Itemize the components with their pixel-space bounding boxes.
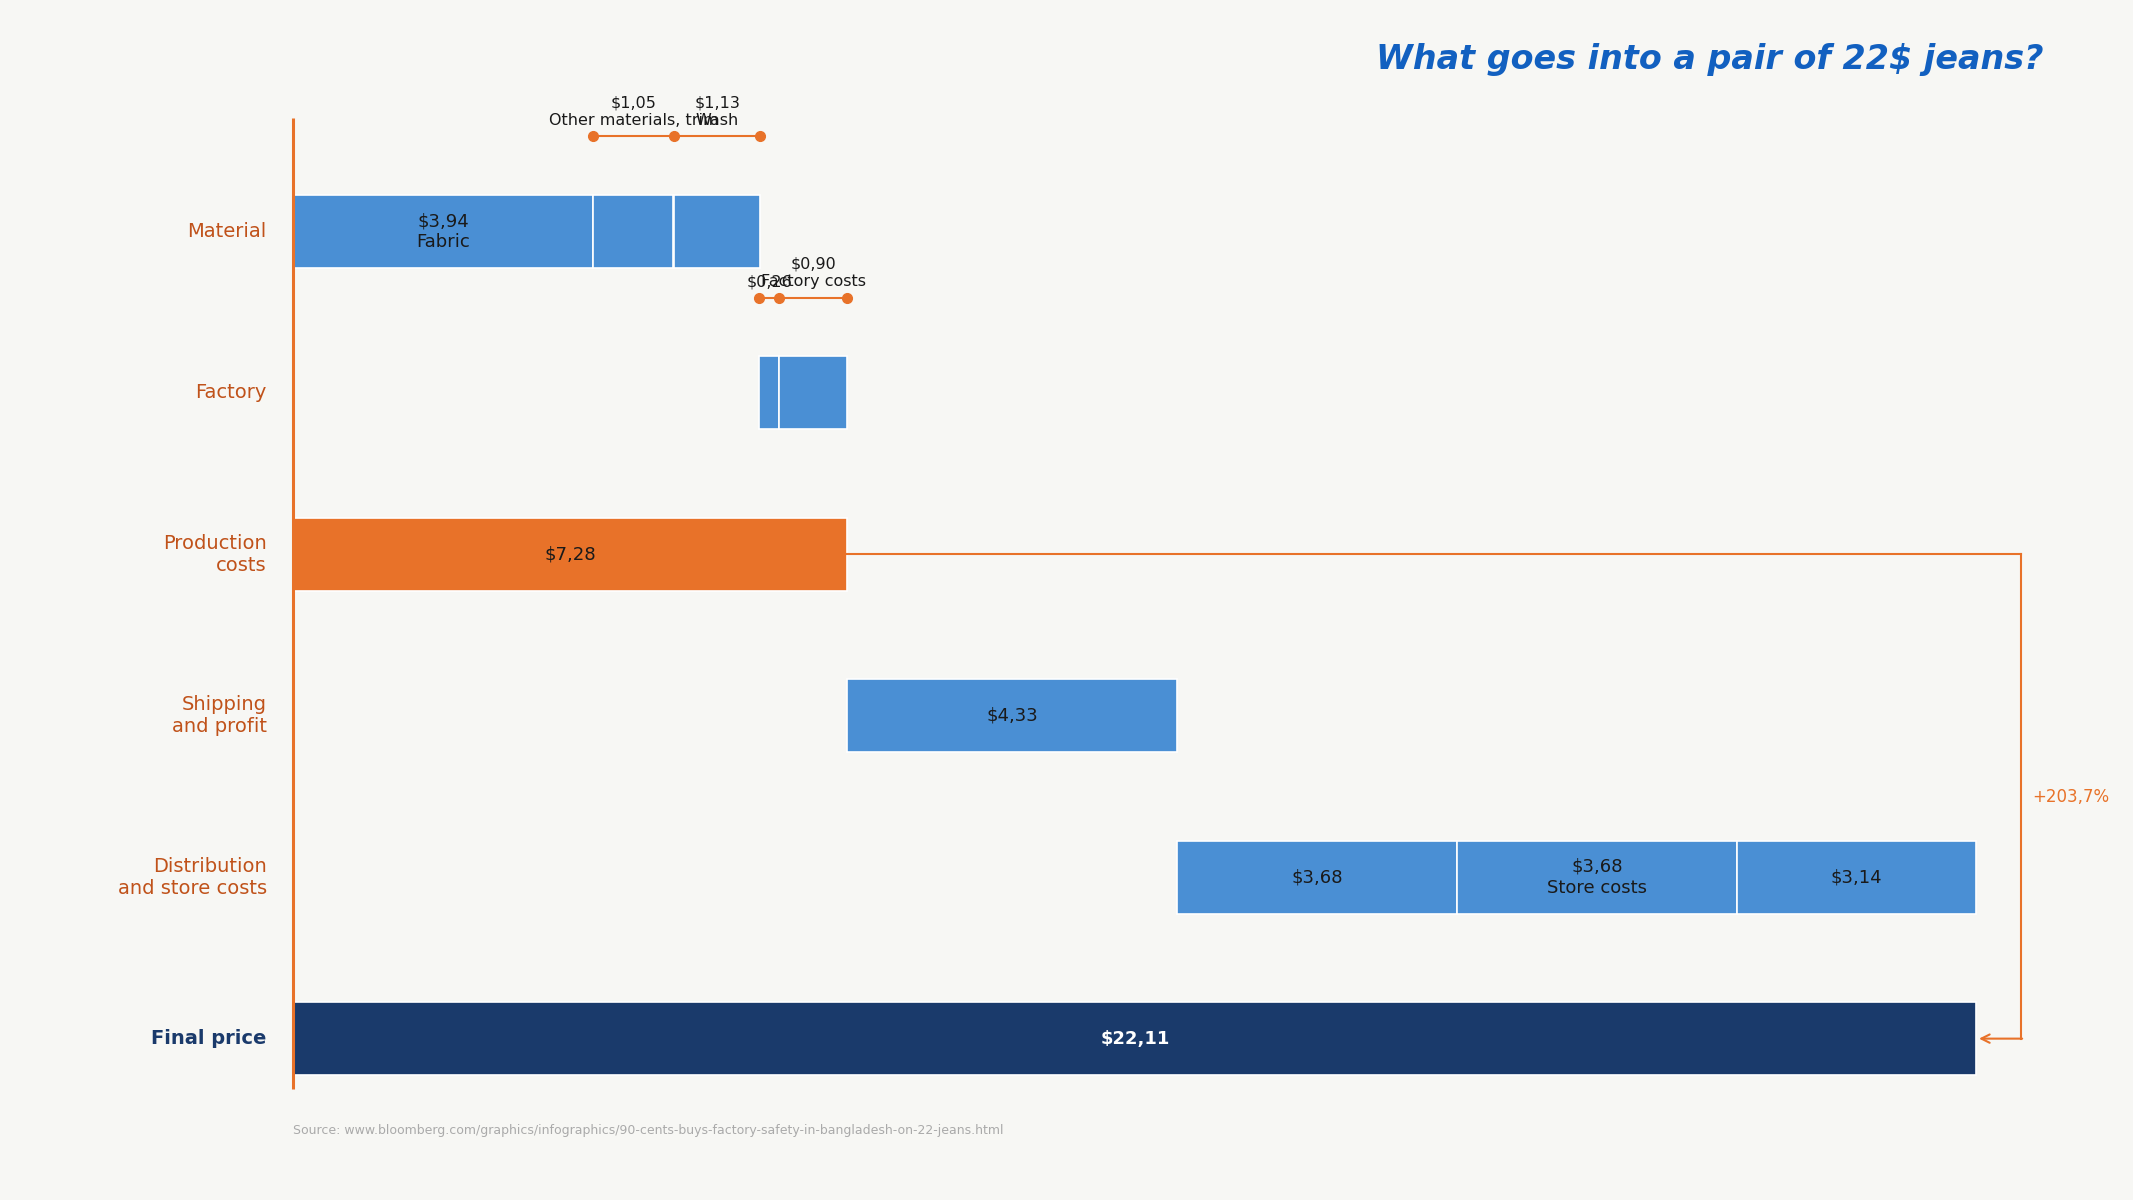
Text: +203,7%: +203,7% [2033,787,2110,805]
Bar [847,679,1177,752]
Bar [759,356,779,430]
Text: $7,28: $7,28 [544,545,597,563]
Bar [294,518,847,590]
Bar [1736,841,1977,913]
Text: $3,14: $3,14 [1830,869,1883,887]
Bar [674,196,759,268]
Text: $1,05
Other materials, trim: $1,05 Other materials, trim [548,95,719,127]
Text: Shipping
and profit: Shipping and profit [173,695,267,737]
Bar [779,356,847,430]
Text: Distribution
and store costs: Distribution and store costs [117,857,267,898]
Bar [294,1002,1977,1075]
Text: $0,26: $0,26 [747,274,791,289]
Text: $1,13
Wash: $1,13 Wash [695,95,740,127]
Bar [593,196,674,268]
Text: $3,68: $3,68 [1290,869,1344,887]
Text: Production
costs: Production costs [162,534,267,575]
Text: Final price: Final price [151,1030,267,1048]
Text: Source: www.bloomberg.com/graphics/infographics/90-cents-buys-factory-safety-in-: Source: www.bloomberg.com/graphics/infog… [294,1124,1005,1138]
Text: $3,68
Store costs: $3,68 Store costs [1546,858,1647,896]
Bar [1177,841,1457,913]
Text: $4,33: $4,33 [985,707,1039,725]
Text: Material: Material [188,222,267,241]
Text: $0,90
Factory costs: $0,90 Factory costs [761,257,866,289]
Text: $3,94
Fabric: $3,94 Fabric [416,212,469,251]
Text: What goes into a pair of 22$ jeans?: What goes into a pair of 22$ jeans? [1376,43,2043,76]
Bar [294,196,593,268]
Text: Factory: Factory [196,384,267,402]
Text: $22,11: $22,11 [1101,1030,1169,1048]
Bar [1457,841,1736,913]
